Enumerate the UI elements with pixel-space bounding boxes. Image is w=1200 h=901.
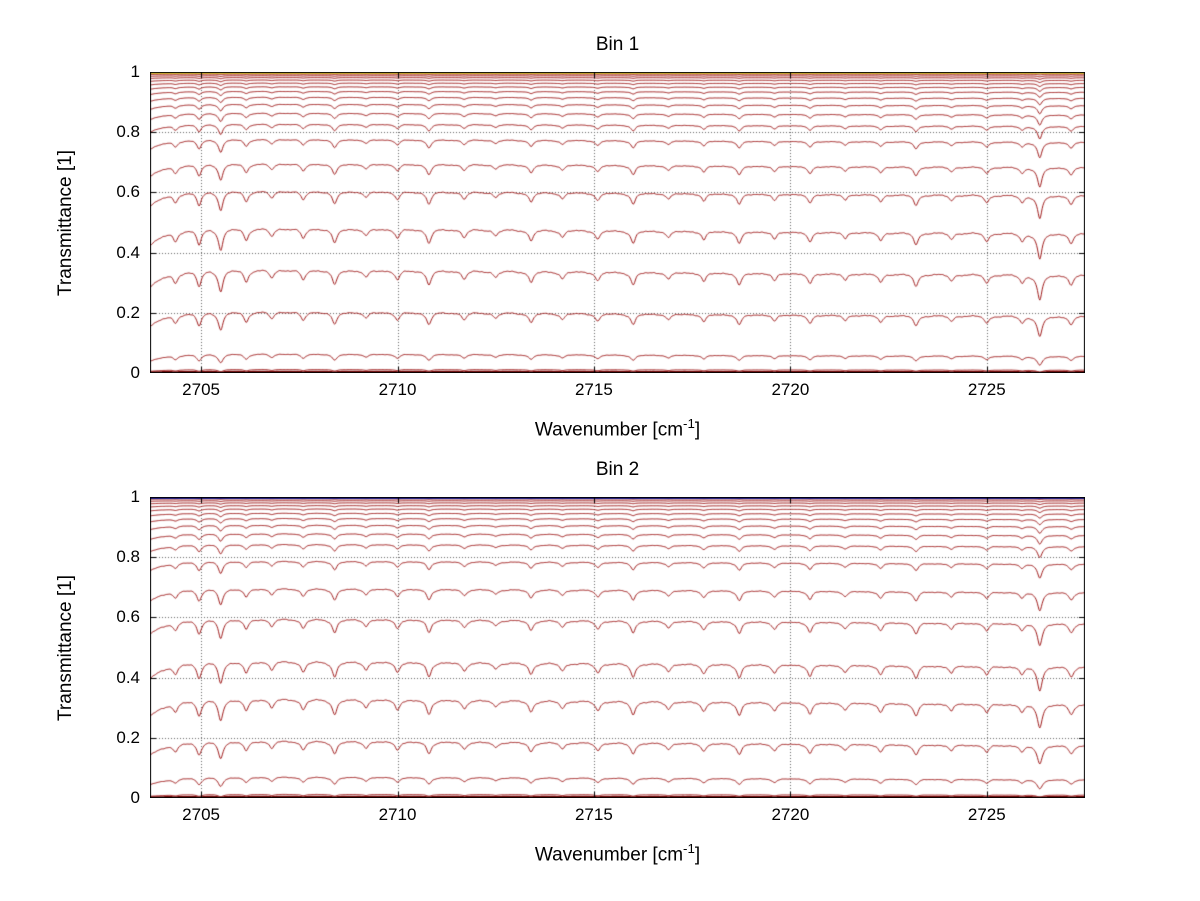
x-tick-label: 2715 xyxy=(574,380,613,399)
y-axis-label-text: Transmittance [1] xyxy=(55,574,77,721)
x-axis-label-suffix: ] xyxy=(694,419,701,441)
x-axis-label-text: Wavenumber [cm xyxy=(534,419,684,441)
x-tick-label: 2705 xyxy=(182,380,221,399)
y-tick-label: 1 xyxy=(130,487,140,506)
x-tick-label: 2725 xyxy=(967,380,1006,399)
y-tick-label: 0.4 xyxy=(116,242,140,262)
plot-area-bin1 xyxy=(150,72,1085,373)
plot-title: Bin 2 xyxy=(595,459,640,480)
subplot-bin1: Bin 1 Transmittance [1] Wavenumber [cm-1… xyxy=(55,34,1085,440)
subplot-bin2: Bin 2 Transmittance [1] Wavenumber [cm-1… xyxy=(55,459,1085,865)
x-tick-label: 2725 xyxy=(967,805,1006,824)
x-axis-label: Wavenumber [cm-1] xyxy=(150,841,1085,866)
y-axis-label-text: Transmittance [1] xyxy=(55,149,77,296)
y-tick-label: 0.4 xyxy=(116,667,140,687)
x-tick-label: 2715 xyxy=(574,805,613,824)
x-axis-label-superscript: -1 xyxy=(683,841,695,856)
x-tick-label: 2710 xyxy=(378,805,417,824)
y-axis-label: Transmittance [1] xyxy=(52,72,80,373)
y-tick-label: 0 xyxy=(130,788,140,807)
plot-area-bin2 xyxy=(150,497,1085,798)
x-axis-label: Wavenumber [cm-1] xyxy=(150,416,1085,441)
x-tick-label: 2720 xyxy=(771,380,810,399)
y-axis-label: Transmittance [1] xyxy=(52,497,80,798)
y-tick-label: 0.6 xyxy=(116,607,140,627)
x-tick-label: 2710 xyxy=(378,380,417,399)
x-tick-label: 2705 xyxy=(182,805,221,824)
plot-title: Bin 1 xyxy=(595,34,640,55)
y-tick-label: 1 xyxy=(130,62,140,81)
x-axis-label-superscript: -1 xyxy=(683,416,695,431)
y-tick-label: 0.2 xyxy=(116,727,140,747)
y-tick-label: 0.6 xyxy=(116,182,140,202)
x-tick-label: 2720 xyxy=(771,805,810,824)
y-tick-label: 0.8 xyxy=(116,122,140,142)
x-axis-label-text: Wavenumber [cm xyxy=(534,844,684,866)
y-tick-label: 0 xyxy=(130,363,140,382)
y-tick-label: 0.2 xyxy=(116,302,140,322)
y-tick-label: 0.8 xyxy=(116,547,140,567)
x-axis-label-suffix: ] xyxy=(694,844,701,866)
